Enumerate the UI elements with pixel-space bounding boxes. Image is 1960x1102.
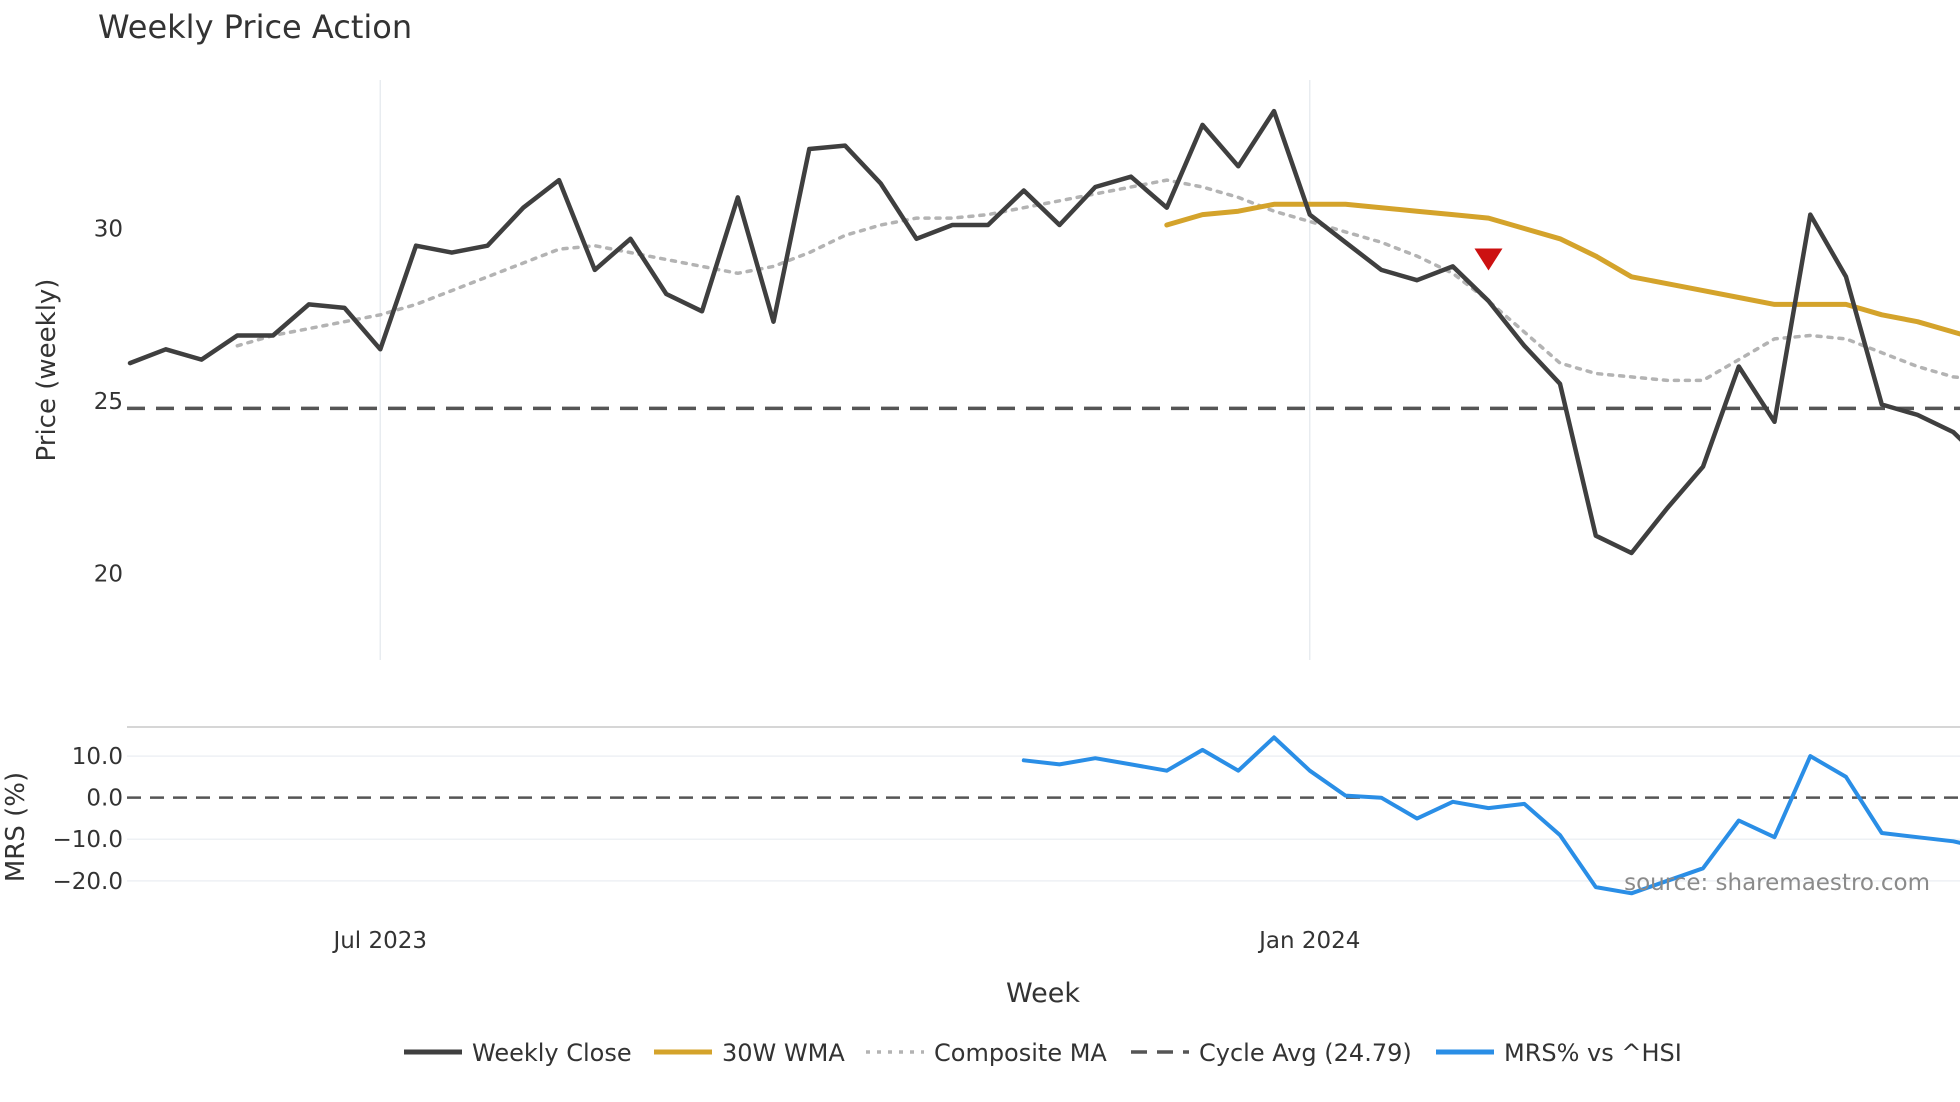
chart-title: Weekly Price Action [98,8,412,46]
wma-30w-line [1164,201,1960,337]
legend: Weekly Close 30W WMA Composite MA Cycle Avg… [404,1039,1682,1067]
price-y-tick-label: 20 [94,562,123,588]
price-y-tick-label: 25 [94,389,123,415]
price-grid [379,80,1311,660]
x-tick-label: Jan 2024 [1257,928,1360,954]
x-axis-label: Week [1006,978,1080,1009]
signal-markers [1474,248,1503,271]
mrs-series-group [127,735,1960,896]
price-axis-label: Price (weekly) [32,279,62,462]
legend-label: MRS% vs ^HSI [1504,1039,1682,1067]
sell-signal-marker [1474,248,1503,271]
legend-item: Composite MA [866,1039,1107,1067]
legend-item: Cycle Avg (24.79) [1131,1039,1412,1067]
composite-ma-line [235,178,1960,383]
mrs-y-tick-label: −10.0 [53,827,123,853]
price-y-ticks: 20 25 30 [94,216,123,587]
legend-label: 30W WMA [722,1039,845,1067]
legend-label: Composite MA [934,1039,1107,1067]
mrs-y-ticks: −20.0 −10.0 0.0 10.0 [53,744,123,895]
weekly-close-line [127,108,1960,556]
mrs-y-tick-label: −20.0 [53,869,123,895]
price-series-group [127,108,1960,556]
source-watermark: source: sharemaestro.com [1624,870,1930,896]
mrs-grid [127,755,1960,882]
mrs-y-tick-label: 10.0 [72,744,123,770]
x-tick-label: Jul 2023 [331,928,427,954]
legend-item: Weekly Close [404,1039,632,1067]
mrs-line [1021,735,1960,896]
legend-label: Cycle Avg (24.79) [1199,1039,1412,1067]
legend-label: Weekly Close [472,1039,632,1067]
legend-item: 30W WMA [654,1039,845,1067]
mrs-axis-label: MRS (%) [1,772,31,882]
mrs-y-tick-label: 0.0 [86,786,123,812]
legend-item: MRS% vs ^HSI [1436,1039,1682,1067]
price-y-tick-label: 30 [94,216,123,242]
